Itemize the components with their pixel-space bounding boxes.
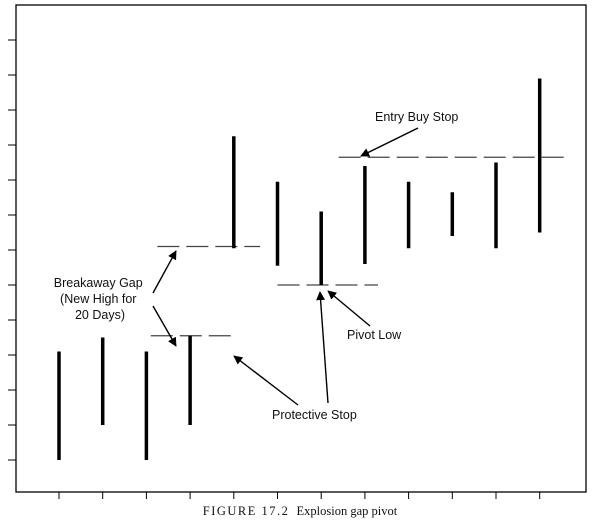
price-bars bbox=[57, 78, 542, 460]
breakaway-gap-label-line-3: 20 Days) bbox=[75, 308, 125, 322]
protective-stop-arrow-left bbox=[233, 355, 299, 406]
figure-caption-text: Explosion gap pivot bbox=[297, 504, 398, 518]
pivot-low-arrow bbox=[327, 290, 371, 327]
figure-caption-label: FIGURE 17.2 bbox=[203, 504, 290, 518]
breakaway-gap-label: Breakaway Gap (New High for 20 Days) bbox=[54, 276, 146, 322]
breakaway-gap-label-line-1: Breakaway Gap bbox=[54, 276, 143, 290]
breakaway-gap-upper-arrow bbox=[152, 250, 177, 294]
breakaway-gap-lower-arrow bbox=[152, 305, 177, 347]
breakaway-gap-label-line-2: (New High for bbox=[60, 292, 136, 306]
protective-stop-label: Protective Stop bbox=[272, 408, 357, 422]
figure-caption: FIGURE 17.2 Explosion gap pivot bbox=[203, 504, 398, 518]
entry-buy-stop-label: Entry Buy Stop bbox=[375, 110, 458, 124]
y-axis-ticks bbox=[8, 39, 16, 461]
protective-stop-arrow-right bbox=[316, 291, 329, 404]
annotations: Breakaway Gap (New High for 20 Days) Ent… bbox=[54, 110, 459, 422]
entry-buy-stop-arrow bbox=[360, 127, 419, 157]
plot-frame bbox=[15, 4, 587, 493]
reference-levels bbox=[150, 156, 571, 337]
x-axis-ticks bbox=[58, 492, 541, 499]
pivot-low-label: Pivot Low bbox=[347, 328, 402, 342]
